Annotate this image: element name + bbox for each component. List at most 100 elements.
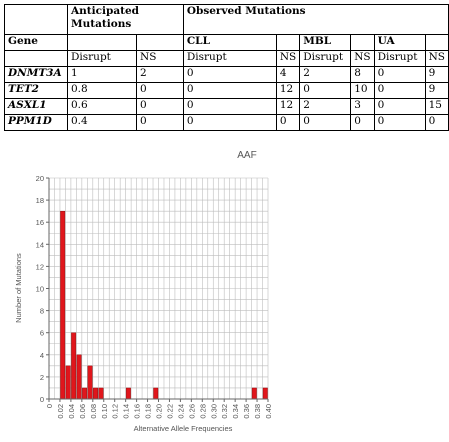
x-tick-label: 0 (45, 404, 54, 408)
y-tick-label: 8 (40, 307, 44, 316)
header-cll: CLL (182, 34, 277, 51)
table-cell: 0 (182, 66, 277, 83)
header-observed-mutations: Observed Mutations (182, 4, 449, 35)
x-tick-label: 0.36 (242, 404, 251, 419)
table-cell: 0.6 (67, 98, 137, 115)
y-tick-label: 4 (40, 351, 44, 360)
table-header-row-2: Gene CLL MBL UA (4, 34, 449, 51)
x-tick-label: 0.18 (144, 404, 153, 419)
header-disrupt: Disrupt (299, 50, 352, 67)
x-tick-labels: 0 0.02 0.04 0.06 0.08 0.10 0.12 0.14 0.16 0.18 0.2… (45, 404, 273, 419)
header-empty-cell (275, 34, 301, 51)
header-empty-cell (136, 34, 184, 51)
table-cell: 4 (275, 66, 301, 83)
histogram-bar (251, 387, 257, 400)
x-tick-label: 0.14 (122, 404, 131, 419)
chart-grid (48, 177, 269, 400)
table-cell: 0 (136, 82, 184, 99)
table-cell: 0 (373, 82, 426, 99)
y-tick-label: 18 (36, 196, 44, 205)
header-ua: UA (373, 34, 426, 51)
x-tick-label: 0.28 (198, 404, 207, 419)
header-ns: NS (424, 50, 449, 67)
x-tick-label: 0.10 (100, 404, 109, 419)
table-cell: 0 (373, 66, 426, 83)
x-tick-label: 0.06 (78, 404, 87, 419)
table-row: ASXL1 0.6 0 0 12 2 3 0 15 (4, 98, 449, 115)
header-empty-cell (4, 4, 68, 35)
table-header-row-1: Anticipated Mutations Observed Mutations (4, 4, 449, 35)
histogram-bar (93, 387, 98, 400)
x-tick-label: 0.34 (231, 404, 240, 419)
x-tick-label: 0.16 (133, 404, 142, 419)
header-gene: Gene (4, 34, 68, 51)
table-cell: 2 (299, 66, 352, 83)
table-cell: 9 (424, 82, 449, 99)
histogram-bar (76, 354, 82, 400)
table-cell: 1 (67, 66, 137, 83)
x-tick-label: 0.26 (187, 404, 196, 419)
table-cell: 0.4 (67, 114, 137, 131)
histogram-bar (87, 365, 93, 400)
header-disrupt: Disrupt (373, 50, 426, 67)
y-tick-label: 6 (40, 329, 44, 338)
header-anticipated-mutations: Anticipated Mutations (67, 4, 184, 35)
x-tick-label: 0.08 (89, 404, 98, 419)
histogram-bar (98, 387, 104, 400)
table-cell: 10 (350, 82, 375, 99)
histogram-bar (262, 387, 268, 400)
y-tick-label: 0 (40, 395, 44, 404)
x-tick-label: 0.30 (209, 404, 218, 419)
histogram-bar (153, 387, 159, 400)
header-ns: NS (136, 50, 184, 67)
table-cell: 0 (275, 114, 301, 131)
header-mbl: MBL (299, 34, 352, 51)
table-cell: 0 (136, 98, 184, 115)
header-empty-cell (424, 34, 449, 51)
chart-axes (46, 177, 269, 402)
header-empty-cell (67, 34, 137, 51)
y-tick-label: 10 (36, 285, 44, 294)
table-row: PPM1D 0.4 0 0 0 0 0 0 0 (4, 114, 449, 131)
y-tick-label: 2 (40, 373, 44, 382)
header-disrupt: Disrupt (67, 50, 137, 67)
y-tick-label: 20 (36, 174, 44, 183)
table-cell: 0 (136, 114, 184, 131)
table-header-row-3: Disrupt NS Disrupt NS Disrupt NS Disrupt… (4, 50, 449, 67)
table-cell: 8 (350, 66, 375, 83)
x-tick-label: 0.24 (176, 404, 185, 419)
chart-title: AAF (237, 150, 256, 161)
y-tick-label: 16 (36, 218, 44, 227)
table-cell: 3 (350, 98, 375, 115)
table-cell: 0 (299, 82, 352, 99)
x-axis-label: Alternative Allele Frequencies (134, 424, 233, 433)
mutations-table: Anticipated Mutations Observed Mutations… (4, 4, 449, 131)
table-cell: 0 (373, 98, 426, 115)
table-cell: 0 (182, 82, 277, 99)
table-cell: 0 (373, 114, 426, 131)
table-cell: 12 (275, 82, 301, 99)
x-tick-label: 0.38 (253, 404, 262, 419)
table-cell: 0 (350, 114, 375, 131)
table-cell: 0 (299, 114, 352, 131)
header-ns: NS (350, 50, 375, 67)
x-tick-label: 0.40 (264, 404, 273, 419)
gene-name: ASXL1 (4, 98, 68, 115)
y-axis-label: Number of Mutations (14, 253, 23, 323)
table-cell: 2 (136, 66, 184, 83)
histogram-bar (65, 365, 71, 400)
y-tick-label: 12 (36, 262, 44, 271)
x-tick-label: 0.20 (155, 404, 164, 419)
header-ns: NS (275, 50, 301, 67)
table-cell: 0.8 (67, 82, 137, 99)
gene-name: DNMT3A (4, 66, 68, 83)
table-cell: 0 (424, 114, 449, 131)
table-cell: 9 (424, 66, 449, 83)
table-row: DNMT3A 1 2 0 4 2 8 0 9 (4, 66, 449, 83)
header-empty-cell (350, 34, 375, 51)
table-row: TET2 0.8 0 0 12 0 10 0 9 (4, 82, 449, 99)
x-tick-label: 0.32 (220, 404, 229, 419)
x-tick-label: 0.04 (67, 404, 76, 419)
